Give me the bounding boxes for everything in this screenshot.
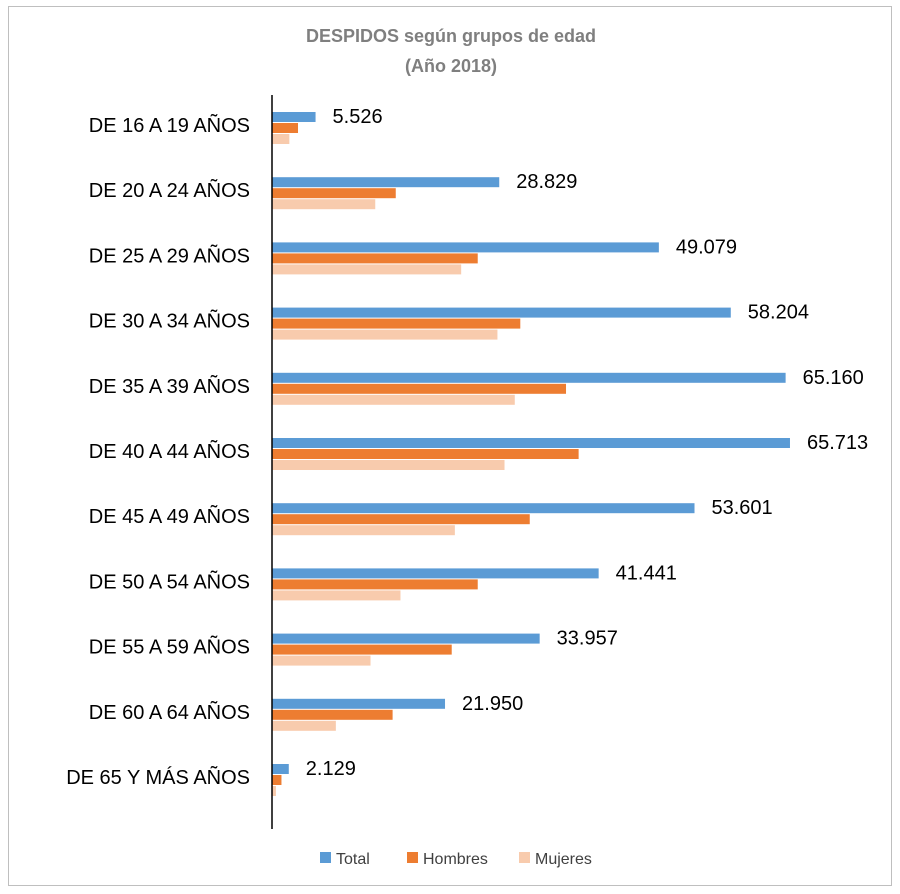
data-label-total: 53.601 [712, 497, 773, 519]
bar-hombres [272, 579, 478, 590]
legend-swatch [519, 852, 530, 863]
bar-mujeres [272, 134, 290, 144]
bar-hombres [272, 188, 396, 199]
bar-total [272, 568, 599, 579]
bar-mujeres [272, 264, 462, 275]
data-label-total: 21.950 [462, 693, 523, 715]
category-group: DE 45 A 49 AÑOS 53.601 [89, 497, 773, 536]
data-label-total: 2.129 [306, 758, 356, 780]
category-group: DE 60 A 64 AÑOS 21.950 [89, 693, 523, 731]
bar-total [272, 372, 786, 383]
bar-mujeres [272, 394, 515, 405]
bar-hombres [272, 775, 282, 785]
category-label: DE 60 A 64 AÑOS [89, 700, 250, 724]
bar-mujeres [272, 590, 401, 601]
legend-label: Hombres [423, 851, 488, 868]
category-group: DE 40 A 44 AÑOS 65.713 [89, 432, 868, 470]
data-label-total: 49.079 [676, 236, 737, 258]
bar-hombres [272, 449, 579, 459]
category-group: DE 30 A 34 AÑOS 58.204 [89, 302, 809, 340]
bar-mujeres [272, 655, 371, 666]
bar-chart: DESPIDOS según grupos de edad (Año 2018)… [66, 26, 868, 868]
legend-item-hombres: Hombres [407, 851, 488, 868]
data-label-total: 5.526 [333, 106, 383, 128]
category-label: DE 35 A 39 AÑOS [89, 374, 250, 398]
category-label: DE 40 A 44 AÑOS [89, 439, 250, 463]
legend-swatch [407, 852, 418, 863]
category-group: DE 55 A 59 AÑOS 33.957 [89, 628, 618, 666]
data-label-total: 65.160 [803, 367, 864, 389]
category-group: DE 50 A 54 AÑOS 41.441 [89, 562, 677, 601]
data-label-total: 33.957 [557, 628, 618, 650]
legend-label: Mujeres [535, 851, 592, 868]
data-label-total: 65.713 [807, 432, 868, 454]
bar-hombres [272, 383, 567, 394]
bar-total [272, 503, 695, 514]
bar-mujeres [272, 199, 376, 210]
bar-hombres [272, 123, 299, 133]
bar-total [272, 633, 540, 644]
bar-total [272, 177, 500, 188]
category-group: DE 65 Y MÁS AÑOS 2.129 [66, 758, 356, 796]
chart-title: DESPIDOS según grupos de edad [306, 26, 596, 46]
category-group: DE 20 A 24 AÑOS 28.829 [89, 171, 577, 210]
category-label: DE 30 A 34 AÑOS [89, 309, 250, 333]
legend-label: Total [336, 851, 370, 868]
bar-hombres [272, 709, 393, 720]
category-label: DE 45 A 49 AÑOS [89, 504, 250, 528]
category-label: DE 20 A 24 AÑOS [89, 178, 250, 202]
legend-item-mujeres: Mujeres [519, 851, 592, 868]
category-group: DE 35 A 39 AÑOS 65.160 [89, 367, 864, 405]
chart-frame: DESPIDOS según grupos de edad (Año 2018)… [8, 6, 892, 886]
bar-mujeres [272, 786, 276, 796]
bar-hombres [272, 644, 452, 655]
category-group: DE 25 A 29 AÑOS 49.079 [89, 236, 737, 275]
bar-mujeres [272, 525, 455, 536]
bar-total [272, 112, 316, 122]
bar-total [272, 764, 289, 774]
data-label-total: 58.204 [748, 302, 809, 324]
category-label: DE 55 A 59 AÑOS [89, 635, 250, 659]
bar-total [272, 698, 446, 709]
data-label-total: 41.441 [616, 562, 677, 584]
chart-subtitle: (Año 2018) [405, 56, 497, 76]
data-label-total: 28.829 [516, 171, 577, 193]
category-label: DE 50 A 54 AÑOS [89, 569, 250, 593]
bar-hombres [272, 514, 530, 525]
legend-item-total: Total [320, 851, 370, 868]
category-group: DE 16 A 19 AÑOS 5.526 [89, 106, 383, 144]
bar-mujeres [272, 329, 498, 340]
category-label: DE 16 A 19 AÑOS [89, 113, 250, 137]
category-label: DE 25 A 29 AÑOS [89, 243, 250, 267]
bar-total [272, 242, 659, 253]
bar-mujeres [272, 720, 336, 731]
bar-mujeres [272, 460, 505, 470]
bar-hombres [272, 253, 478, 264]
bar-hombres [272, 318, 521, 329]
legend-swatch [320, 852, 331, 863]
bar-total [272, 307, 731, 318]
bar-total [272, 438, 790, 448]
category-label: DE 65 Y MÁS AÑOS [66, 765, 250, 789]
